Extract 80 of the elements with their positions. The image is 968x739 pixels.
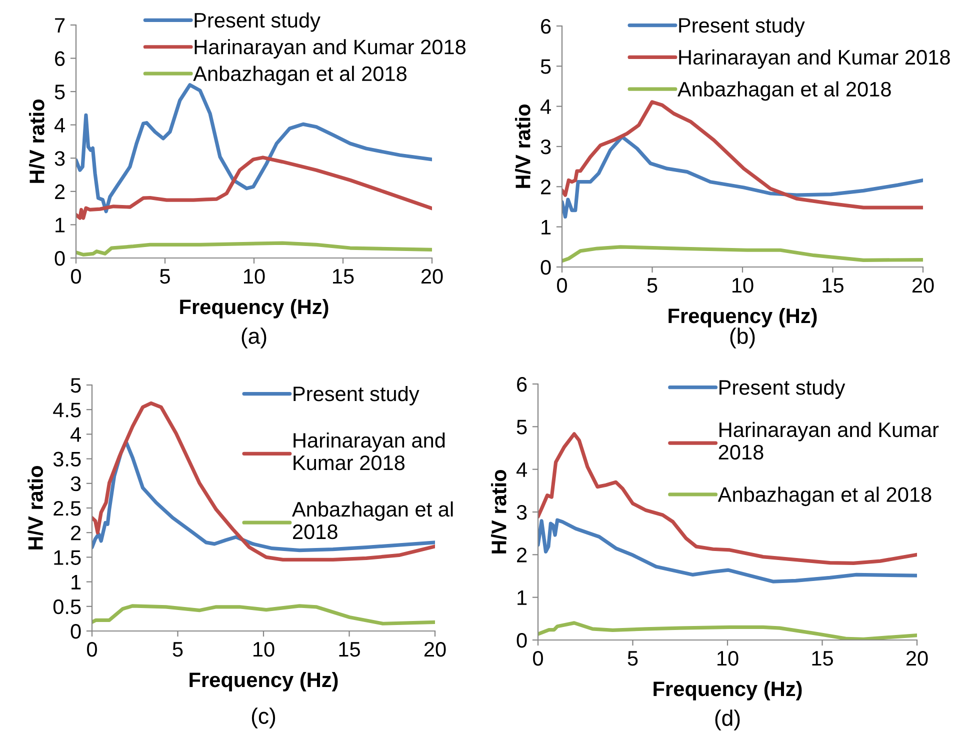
x-tick-label: 10	[732, 278, 754, 293]
x-tick-label: 0	[87, 642, 97, 657]
y-tick-label: 1.5	[54, 550, 81, 565]
y-tick-label: 0.5	[53, 599, 81, 614]
y-tick-label: 1	[542, 220, 551, 234]
y-tick-label: 1	[56, 218, 65, 232]
x-axis-title: Frequency (Hz)	[190, 672, 338, 692]
x-tick-label: 10	[254, 642, 274, 657]
legend-label: Present study	[294, 386, 420, 406]
y-tick-label: 0	[54, 251, 65, 266]
y-tick-label: 2	[541, 180, 551, 194]
x-axis-title: Frequency (Hz)	[668, 308, 817, 328]
y-tick-label: 2	[55, 184, 65, 199]
x-tick-label: 15	[812, 651, 833, 666]
y-tick-label: 6	[517, 377, 527, 392]
legend-label: Harinarayan and Kumar 2018	[194, 39, 466, 58]
x-tick-label: 5	[628, 651, 638, 666]
x-tick-label: 20	[421, 268, 443, 284]
x-tick-label: 5	[160, 269, 170, 284]
y-tick-label: 5	[540, 59, 551, 74]
y-tick-label: 3	[540, 140, 551, 154]
line-series	[562, 245, 923, 263]
x-tick-label: 20	[424, 642, 446, 657]
x-tick-label: 0	[557, 278, 567, 293]
y-axis-title: H/V ratio	[515, 104, 531, 188]
x-tick-label: 15	[822, 278, 844, 293]
y-tick-label: 3	[54, 151, 65, 166]
x-tick-label: 10	[718, 650, 738, 666]
y-tick-label: 5	[54, 84, 65, 100]
x-tick-label: 10	[244, 268, 265, 284]
legend-label: Harinarayan and Kumar 2018	[718, 422, 939, 460]
text: (a)	[242, 328, 266, 348]
x-tick-label: 20	[912, 278, 934, 293]
line-series	[562, 135, 923, 219]
x-tick-label: 20	[906, 650, 928, 666]
text: (b)	[730, 328, 755, 348]
line-series	[562, 100, 923, 210]
text: (d)	[715, 710, 740, 730]
line-series	[92, 604, 435, 626]
x-tick-label: 5	[647, 278, 658, 293]
legend-label: Anbazhagan et al 2018	[718, 486, 932, 506]
y-axis-title: H/V ratio	[28, 466, 44, 550]
y-axis-title: H/V ratio	[29, 99, 45, 183]
y-tick-label: 3	[516, 505, 527, 520]
y-axis-title: H/V ratio	[491, 470, 507, 554]
legend-label: Anbazhagan et al 2018	[678, 81, 891, 101]
y-tick-label: 4	[516, 462, 527, 477]
y-tick-label: 5	[516, 420, 527, 434]
x-axis-title: Frequency (Hz)	[654, 680, 802, 700]
y-tick-label: 6	[55, 51, 65, 66]
legend-label: Present study	[194, 12, 320, 32]
line-series	[76, 241, 432, 256]
y-tick-label: 0	[70, 624, 81, 639]
legend-label: Present study	[679, 17, 805, 37]
line-series	[538, 518, 917, 584]
legend-label: Harinarayan and Kumar 2018	[679, 49, 950, 69]
x-tick-label: 15	[339, 642, 360, 657]
y-tick-label: 4.5	[53, 402, 81, 418]
y-tick-label: 4	[540, 100, 551, 114]
x-axis-title: Frequency (Hz)	[180, 298, 328, 318]
y-tick-label: 5	[70, 378, 81, 393]
y-tick-label: 6	[541, 19, 551, 34]
x-tick-label: 15	[333, 269, 354, 284]
x-tick-label: 5	[172, 642, 183, 657]
legend-label: Harinarayan and Kumar 2018	[294, 432, 445, 470]
text: (c)	[252, 708, 276, 728]
legend-label: Anbazhagan et al 2018	[193, 66, 406, 86]
y-tick-label: 1	[72, 575, 81, 590]
y-tick-label: 3.5	[53, 452, 81, 467]
legend-label: Anbazhagan et al 2018	[292, 501, 453, 540]
legend-label: Present study	[720, 380, 846, 399]
y-tick-label: 2	[71, 526, 81, 540]
line-series	[76, 156, 432, 220]
y-tick-label: 2.5	[54, 501, 81, 516]
y-tick-label: 7	[55, 18, 65, 33]
y-tick-label: 3	[70, 476, 81, 492]
y-tick-label: 2	[517, 548, 527, 562]
y-tick-label: 4	[54, 118, 65, 132]
y-tick-label: 1	[518, 590, 527, 605]
y-tick-label: 4	[70, 427, 81, 442]
